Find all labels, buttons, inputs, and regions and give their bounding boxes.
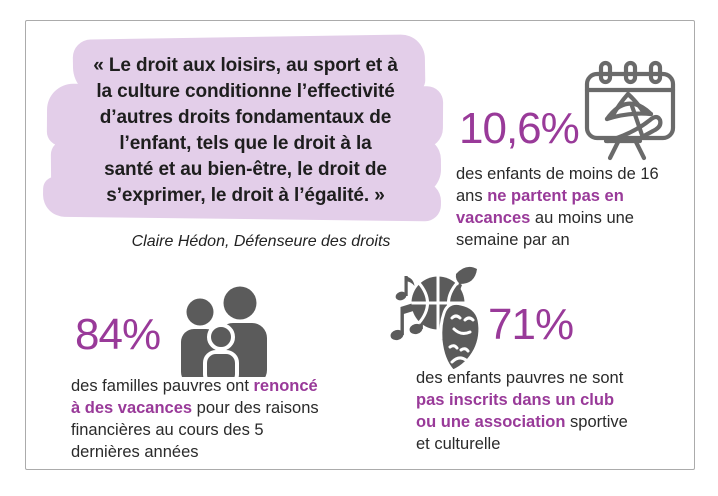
- stat-value-families: 84%: [75, 310, 161, 359]
- quote-attribution: Claire Hédon, Défenseure des droits: [131, 233, 391, 250]
- stat-value-clubs: 71%: [488, 300, 574, 349]
- family-icon: [173, 285, 273, 377]
- stat-text-families: des familles pauvres ont renoncé à des v…: [71, 377, 319, 461]
- stat-text-vacations: des enfants de moins de 16 ans ne parten…: [456, 165, 659, 249]
- quote-text: « Le droit aux loisirs, au sport et à la …: [93, 55, 398, 206]
- stat-text-clubs: des enfants pauvres ne sont pas inscrits…: [416, 369, 628, 453]
- stat-value-vacations: 10,6%: [459, 104, 580, 153]
- calendar-vacation-icon: [582, 59, 678, 167]
- leisure-culture-icon: [386, 263, 486, 377]
- quote-block: « Le droit aux loisirs, au sport et à la …: [42, 33, 448, 223]
- infographic-card: « Le droit aux loisirs, au sport et à la …: [25, 20, 695, 470]
